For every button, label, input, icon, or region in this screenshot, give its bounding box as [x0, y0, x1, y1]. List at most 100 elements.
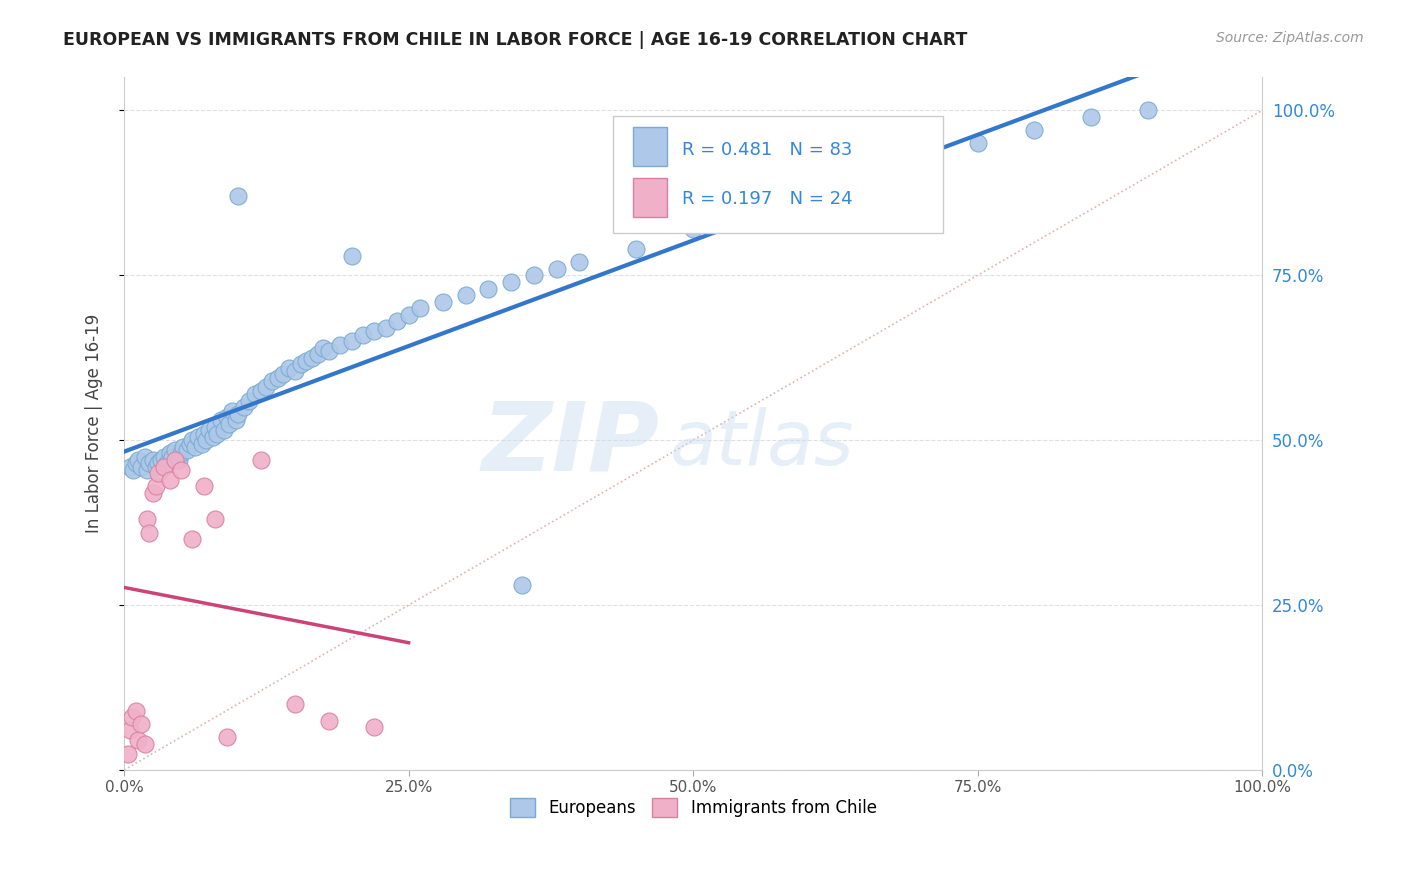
Y-axis label: In Labor Force | Age 16-19: In Labor Force | Age 16-19 — [86, 314, 103, 533]
Point — [432, 294, 454, 309]
Point — [796, 189, 818, 203]
Point — [218, 417, 240, 431]
Point — [512, 578, 534, 592]
Point — [682, 222, 704, 236]
Point — [127, 453, 149, 467]
Point — [159, 473, 181, 487]
Legend: Europeans, Immigrants from Chile: Europeans, Immigrants from Chile — [503, 791, 883, 824]
Point — [122, 463, 145, 477]
Point — [209, 413, 232, 427]
Point — [221, 403, 243, 417]
Text: EUROPEAN VS IMMIGRANTS FROM CHILE IN LABOR FORCE | AGE 16-19 CORRELATION CHART: EUROPEAN VS IMMIGRANTS FROM CHILE IN LAB… — [63, 31, 967, 49]
Point — [329, 337, 352, 351]
Point — [170, 446, 193, 460]
Point — [204, 420, 226, 434]
Point — [135, 463, 157, 477]
Point — [198, 423, 221, 437]
Point — [352, 327, 374, 342]
Point — [523, 268, 546, 283]
Point — [966, 136, 988, 151]
Point — [204, 512, 226, 526]
Point — [165, 453, 187, 467]
Point — [153, 450, 176, 464]
Point — [124, 704, 146, 718]
FancyBboxPatch shape — [633, 178, 666, 217]
Point — [190, 436, 212, 450]
Point — [254, 380, 277, 394]
Point — [170, 463, 193, 477]
Point — [134, 450, 156, 464]
Point — [318, 344, 340, 359]
Point — [409, 301, 432, 316]
Point — [215, 730, 238, 744]
Point — [159, 446, 181, 460]
Point — [290, 357, 312, 371]
Point — [387, 314, 409, 328]
Point — [129, 459, 152, 474]
Point — [142, 486, 165, 500]
Point — [179, 436, 201, 450]
Point — [118, 723, 141, 738]
Point — [1024, 123, 1046, 137]
Point — [153, 459, 176, 474]
Point — [172, 440, 194, 454]
Point — [181, 532, 204, 546]
Point — [546, 261, 568, 276]
Point — [243, 387, 266, 401]
Point — [148, 456, 170, 470]
Point — [214, 423, 236, 437]
Text: R = 0.197   N = 24: R = 0.197 N = 24 — [682, 190, 852, 208]
Point — [165, 443, 187, 458]
Point — [477, 281, 499, 295]
Point — [568, 255, 591, 269]
Point — [910, 156, 932, 170]
Point — [225, 413, 247, 427]
Point — [187, 430, 209, 444]
Point — [273, 368, 295, 382]
Point — [454, 288, 477, 302]
Point — [267, 370, 290, 384]
Point — [193, 426, 215, 441]
Point — [129, 716, 152, 731]
FancyBboxPatch shape — [613, 116, 943, 234]
Point — [340, 248, 363, 262]
Point — [340, 334, 363, 349]
Point — [167, 453, 190, 467]
Point — [195, 434, 218, 448]
Point — [135, 512, 157, 526]
Point — [624, 242, 647, 256]
Point — [127, 733, 149, 747]
Text: ZIP: ZIP — [481, 398, 659, 491]
Point — [238, 393, 260, 408]
Point — [156, 456, 179, 470]
Point — [1137, 103, 1160, 118]
Point — [181, 434, 204, 448]
Point — [145, 459, 167, 474]
Point — [363, 720, 385, 734]
FancyBboxPatch shape — [633, 128, 666, 166]
Point — [138, 525, 160, 540]
Point — [124, 456, 146, 470]
Point — [117, 747, 139, 761]
Point — [121, 710, 143, 724]
Point — [249, 384, 271, 398]
Point — [307, 347, 329, 361]
Point — [226, 189, 249, 203]
Point — [183, 440, 205, 454]
Point — [226, 407, 249, 421]
Point — [1080, 110, 1102, 124]
Point — [363, 324, 385, 338]
Point — [852, 176, 875, 190]
Point — [176, 443, 198, 458]
Point — [160, 450, 183, 464]
Point — [149, 453, 172, 467]
Point — [249, 453, 271, 467]
Point — [374, 321, 396, 335]
Point — [278, 360, 301, 375]
Point — [232, 401, 254, 415]
Point — [145, 479, 167, 493]
Point — [499, 275, 522, 289]
Point — [284, 364, 307, 378]
Point — [295, 354, 318, 368]
Point — [207, 426, 229, 441]
